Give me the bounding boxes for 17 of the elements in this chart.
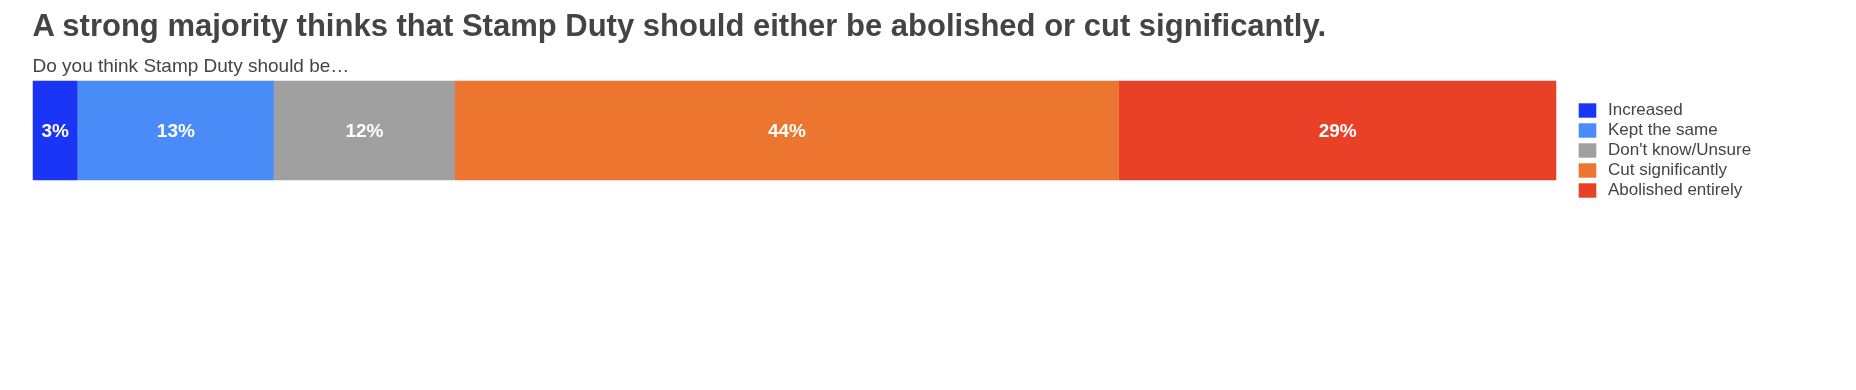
bar [1118, 80, 1557, 181]
data-label: 13% [156, 120, 195, 141]
chart-title: A strong majority thinks that Stamp Duty should either be abolished or cut significantly. [32, 7, 1327, 43]
legend-label: Abolished entirely [1608, 180, 1743, 200]
data-label: 3% [41, 120, 69, 141]
data-label: 29% [1318, 120, 1357, 141]
bar [273, 80, 455, 181]
legend-label: Increased [1608, 100, 1683, 120]
chart-subtitle: Do you think Stamp Duty should be… [32, 54, 350, 76]
bar [455, 80, 1119, 181]
legend-label: Cut significantly [1608, 160, 1728, 180]
legend-label: Kept the same [1608, 120, 1718, 140]
bar [32, 80, 78, 181]
data-label: 44% [767, 120, 807, 141]
legend-label: Don't know/Unsure [1608, 140, 1752, 160]
bar [77, 80, 274, 181]
data-label: 12% [345, 120, 384, 141]
